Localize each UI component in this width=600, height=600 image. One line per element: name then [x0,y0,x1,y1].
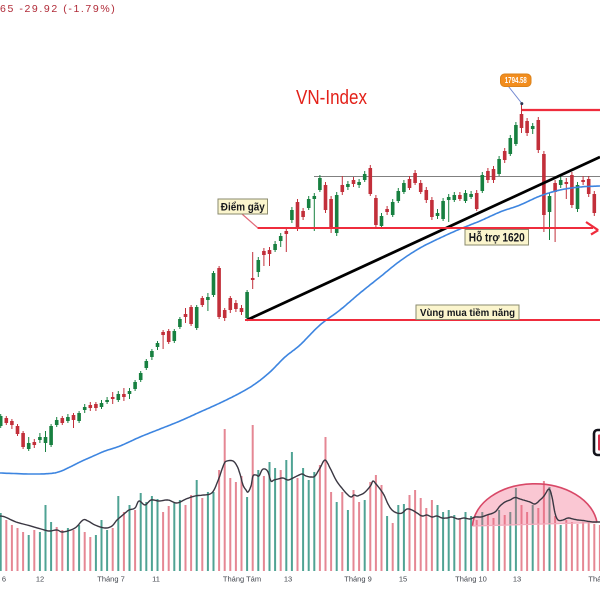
svg-text:Tháng 10: Tháng 10 [455,575,487,584]
svg-text:13: 13 [513,575,521,584]
svg-text:13: 13 [284,575,292,584]
svg-text:6: 6 [2,575,6,584]
svg-text:15: 15 [399,575,407,584]
svg-text:Tháng 9: Tháng 9 [344,575,372,584]
svg-text:Hỗ trợ 1620: Hỗ trợ 1620 [469,231,525,244]
svg-text:65 -29.92 (-1.79%): 65 -29.92 (-1.79%) [0,3,116,15]
svg-text:11: 11 [152,575,160,584]
svg-text:Tháng 11: Tháng 11 [588,575,600,584]
svg-text:VN-Index: VN-Index [296,87,367,109]
svg-text:1794.58: 1794.58 [505,76,528,85]
svg-text:Tháng Tám: Tháng Tám [223,575,261,584]
svg-text:Điểm gãy: Điểm gãy [221,202,266,214]
svg-text:Tháng 7: Tháng 7 [97,575,125,584]
svg-text:12: 12 [36,575,44,584]
svg-text:Vùng mua tiềm năng: Vùng mua tiềm năng [420,307,515,319]
